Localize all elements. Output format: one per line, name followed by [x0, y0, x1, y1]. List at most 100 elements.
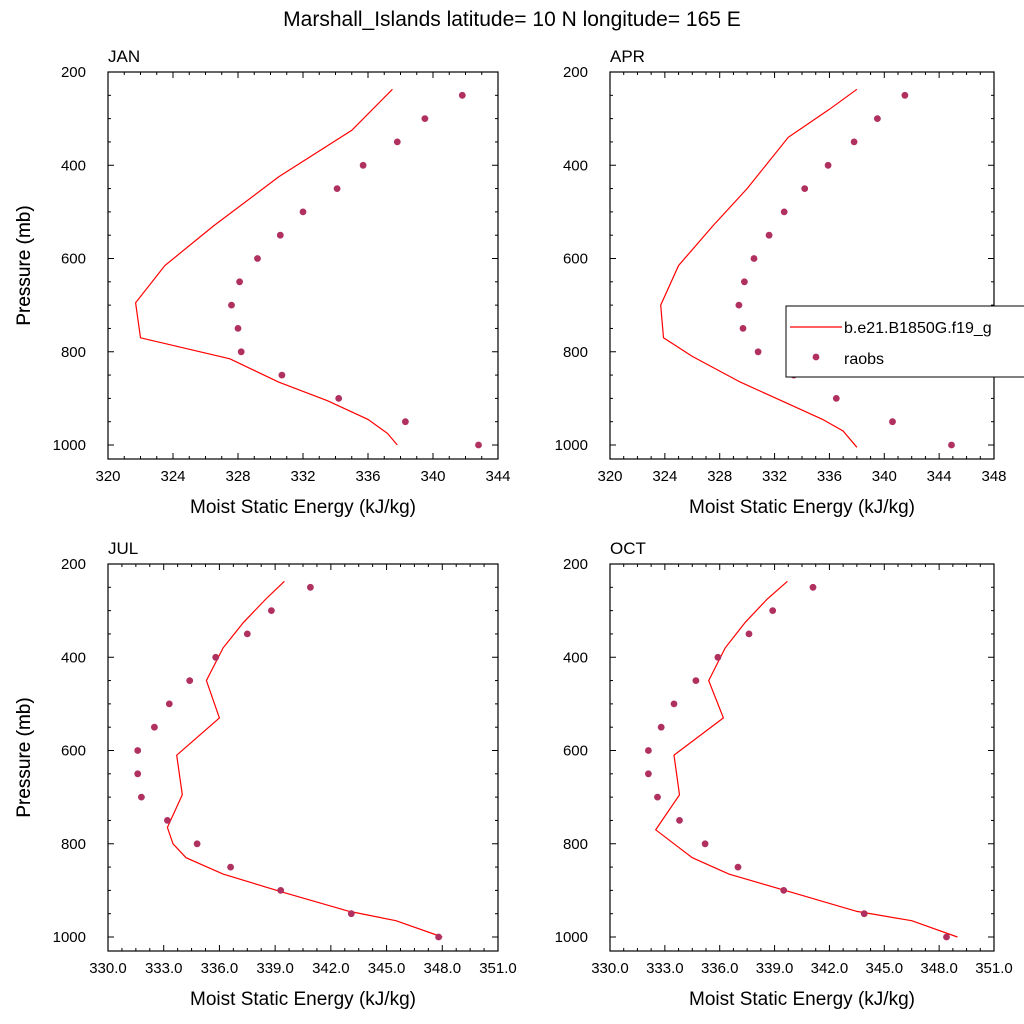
- x-tick-label: 328: [707, 468, 732, 485]
- y-tick-label: 200: [61, 556, 86, 573]
- y-tick-label: 600: [61, 743, 86, 760]
- panel-apr: APR 320 324 328 332 336 340 344 348 200 400 600 800 1…: [14, 47, 1024, 518]
- y-tick-label: 600: [563, 251, 588, 268]
- raobs-point: [943, 933, 950, 941]
- raobs-point: [268, 607, 275, 614]
- panel-frame: [609, 563, 995, 952]
- raobs-point: [134, 770, 142, 778]
- raobs-point: [735, 301, 743, 309]
- raobs-point: [333, 185, 341, 193]
- raobs-point: [948, 441, 955, 449]
- x-tick-label: 339.0: [256, 960, 294, 977]
- raobs-point: [307, 583, 314, 591]
- y-axis-label: Pressure (mb): [14, 697, 35, 817]
- y-axis-label: Pressure (mb): [14, 205, 35, 325]
- raobs-point: [645, 747, 652, 754]
- raobs-point: [276, 231, 284, 239]
- y-tick-label: 400: [563, 157, 588, 174]
- raobs-point: [277, 887, 285, 894]
- raobs-point: [347, 910, 355, 918]
- raobs-point: [645, 770, 652, 778]
- y-axis-label: Pressure (mb): [14, 205, 35, 325]
- raobs-point: [714, 653, 722, 661]
- x-axis-label: Moist Static Energy (kJ/kg): [190, 497, 416, 518]
- raobs-point: [754, 348, 762, 356]
- x-tick-label: 344: [927, 468, 952, 485]
- x-tick-label: 320: [597, 468, 622, 485]
- raobs-point: [750, 255, 758, 262]
- panel-frame: [107, 71, 499, 460]
- x-tick-label: 328: [225, 468, 250, 485]
- x-axis-label: Moist Static Energy (kJ/kg): [689, 497, 915, 518]
- x-tick-label: 333.0: [145, 960, 183, 977]
- raobs-point: [234, 325, 242, 332]
- x-tick-label: 344: [485, 468, 510, 485]
- panel-frame: [609, 71, 995, 460]
- x-axis-label: Moist Static Energy (kJ/kg): [190, 989, 416, 1010]
- raobs-point: [212, 653, 220, 661]
- y-tick-label: 800: [563, 344, 588, 361]
- x-tick-label: 342.0: [312, 960, 350, 977]
- y-tick-label: 200: [563, 64, 588, 81]
- y-tick-label: 200: [563, 556, 588, 573]
- raobs-point: [850, 138, 858, 146]
- x-tick-label: 324: [160, 468, 185, 485]
- y-tick-label: 400: [61, 157, 86, 174]
- model-profile-line: [134, 88, 398, 446]
- raobs-point: [739, 325, 747, 332]
- x-tick-label: 348.0: [920, 960, 958, 977]
- raobs-point: [745, 630, 753, 638]
- raobs-point: [151, 723, 158, 731]
- x-tick-label: 348: [981, 468, 1006, 485]
- raobs-point: [254, 255, 261, 262]
- raobs-point: [359, 161, 367, 169]
- raobs-point: [676, 817, 683, 824]
- legend-obs-swatch: [812, 353, 820, 361]
- panel-jan: JAN 320 324 328 332 336 340 344 200 400 600 800 1000…: [14, 47, 511, 518]
- y-tick-label: 400: [563, 649, 588, 666]
- x-tick-label: 330.0: [89, 960, 127, 977]
- x-tick-label: 345.0: [368, 960, 406, 977]
- raobs-point: [701, 840, 709, 848]
- raobs-point: [458, 91, 466, 99]
- x-tick-label: 320: [95, 468, 120, 485]
- legend-model-label: b.e21.B1850G.f19_g: [844, 320, 992, 337]
- raobs-point: [164, 817, 171, 824]
- x-tick-label: 339.0: [756, 960, 794, 977]
- x-tick-label: 332: [762, 468, 787, 485]
- raobs-point: [670, 700, 678, 708]
- raobs-point: [236, 278, 244, 286]
- x-tick-label: 340: [420, 468, 445, 485]
- x-tick-label: 348.0: [424, 960, 462, 977]
- raobs-point: [138, 793, 145, 801]
- raobs-point: [860, 910, 868, 918]
- raobs-point: [165, 700, 173, 708]
- y-tick-label: 600: [563, 743, 588, 760]
- panel-title: JUL: [108, 539, 138, 558]
- raobs-point: [765, 231, 773, 239]
- x-tick-label: 332: [290, 468, 315, 485]
- legend-box: [785, 305, 1024, 378]
- x-tick-label: 336: [355, 468, 380, 485]
- y-tick-label: 1000: [53, 437, 86, 454]
- chart-panels: JAN 320 324 328 332 336 340 344 200 400 600 800 1000…: [14, 47, 1024, 1010]
- x-tick-label: 340: [872, 468, 897, 485]
- raobs-point: [193, 840, 201, 848]
- x-tick-label: 333.0: [646, 960, 684, 977]
- panel-title: APR: [610, 47, 645, 66]
- raobs-point: [186, 677, 194, 684]
- raobs-point: [832, 395, 840, 402]
- raobs-point: [657, 723, 665, 731]
- raobs-point: [475, 441, 482, 449]
- model-profile-line: [660, 88, 858, 448]
- raobs-point: [435, 933, 442, 941]
- panel-frame: [107, 563, 499, 952]
- raobs-point: [393, 138, 401, 146]
- raobs-point: [780, 887, 788, 894]
- y-tick-label: 1000: [555, 437, 588, 454]
- model-profile-line: [166, 580, 443, 938]
- figure-title: Marshall_Islands latitude= 10 N longitud…: [283, 8, 741, 31]
- raobs-point: [801, 185, 809, 193]
